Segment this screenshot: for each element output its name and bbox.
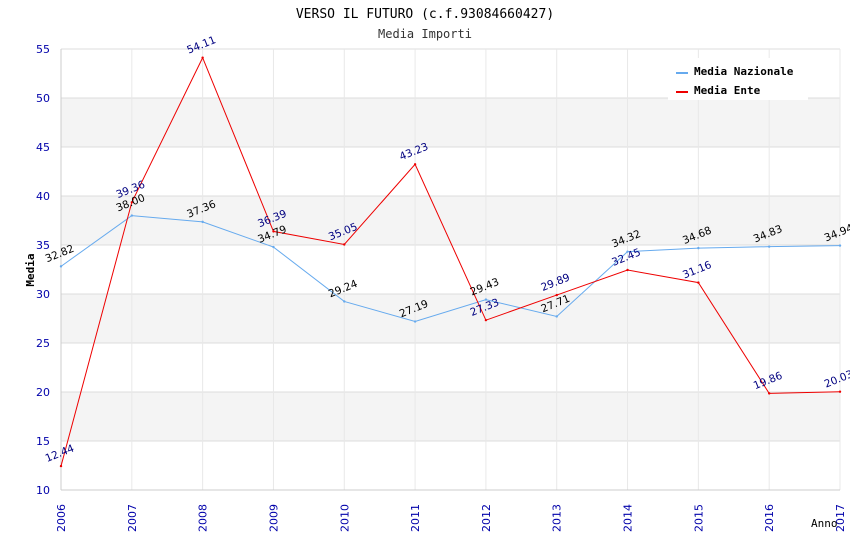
data-point-media-ente	[555, 293, 558, 297]
x-tick-label: 2011	[409, 504, 422, 532]
grid-band	[61, 392, 840, 441]
x-axis-label: Anno	[811, 517, 838, 530]
data-point-media-nazionale	[59, 265, 63, 268]
x-tick-label: 2012	[480, 504, 493, 532]
series-line-media-nazionale	[60, 215, 841, 323]
data-point-media-ente	[201, 56, 204, 59]
y-tick-label: 35	[36, 239, 50, 252]
data-point-media-nazionale	[555, 315, 558, 318]
legend-label-media-ente: Media Ente	[694, 84, 761, 97]
data-point-media-nazionale	[413, 320, 417, 323]
y-tick-label: 55	[36, 43, 50, 56]
x-tick-label: 2013	[551, 504, 564, 532]
x-tick-label: 2010	[338, 504, 351, 532]
grid-band	[61, 196, 840, 245]
series-line-media-ente	[60, 56, 841, 467]
legend: Media Nazionale Media Ente	[668, 58, 808, 100]
x-tick-label: 2007	[126, 504, 139, 532]
chart-subtitle: Media Importi	[378, 27, 472, 41]
data-point-media-ente	[343, 243, 346, 246]
data-point-media-nazionale	[272, 245, 275, 249]
x-tick-label: 2017	[834, 504, 847, 532]
y-tick-label: 45	[36, 141, 50, 154]
data-point-media-nazionale	[626, 250, 629, 253]
x-tick-label: 2006	[55, 504, 68, 532]
data-point-media-nazionale	[767, 245, 771, 248]
grid-bands	[61, 98, 840, 441]
y-tick-label: 40	[36, 190, 50, 203]
grid-lines	[60, 48, 841, 491]
y-tick-label: 25	[36, 337, 50, 350]
data-point-media-ente	[767, 392, 771, 395]
y-tick-label: 30	[36, 288, 50, 301]
data-point-media-ente	[697, 281, 700, 284]
y-tick-label: 15	[36, 435, 50, 448]
y-axis-label: Media	[24, 253, 37, 286]
x-tick-labels: 2006 2007 2008 2009 2010 2011 2012 2013 2014 2015…	[55, 504, 847, 532]
y-tick-label: 20	[36, 386, 50, 399]
data-point-media-ente	[413, 163, 417, 166]
y-tick-label: 50	[36, 92, 50, 105]
data-point-media-nazionale	[201, 220, 204, 224]
x-tick-label: 2009	[267, 504, 280, 532]
legend-box	[668, 58, 808, 100]
data-point-media-ente	[130, 201, 134, 204]
grid-band	[61, 98, 840, 147]
data-point-media-ente	[626, 268, 629, 272]
x-tick-label: 2015	[692, 504, 705, 532]
legend-label-media-nazionale: Media Nazionale	[694, 65, 794, 78]
x-tick-label: 2008	[197, 504, 210, 532]
grid-band	[61, 294, 840, 343]
chart-title: VERSO IL FUTURO (c.f.93084660427)	[296, 7, 554, 22]
y-tick-label: 10	[36, 484, 50, 497]
x-tick-label: 2016	[763, 504, 776, 532]
data-point-media-ente	[59, 464, 63, 468]
data-point-media-ente	[838, 390, 842, 393]
data-point-media-nazionale	[484, 298, 488, 301]
y-tick-labels: 10 15 20 25 30 35 40 45 50 55	[36, 43, 50, 497]
x-tick-label: 2014	[622, 504, 635, 532]
data-point-media-nazionale	[697, 246, 700, 250]
data-point-media-ente	[484, 318, 488, 322]
data-point-media-ente	[272, 230, 275, 233]
data-point-media-nazionale	[130, 214, 134, 217]
series-group	[59, 56, 842, 468]
data-point-media-nazionale	[838, 244, 842, 247]
data-point-media-nazionale	[343, 300, 346, 303]
